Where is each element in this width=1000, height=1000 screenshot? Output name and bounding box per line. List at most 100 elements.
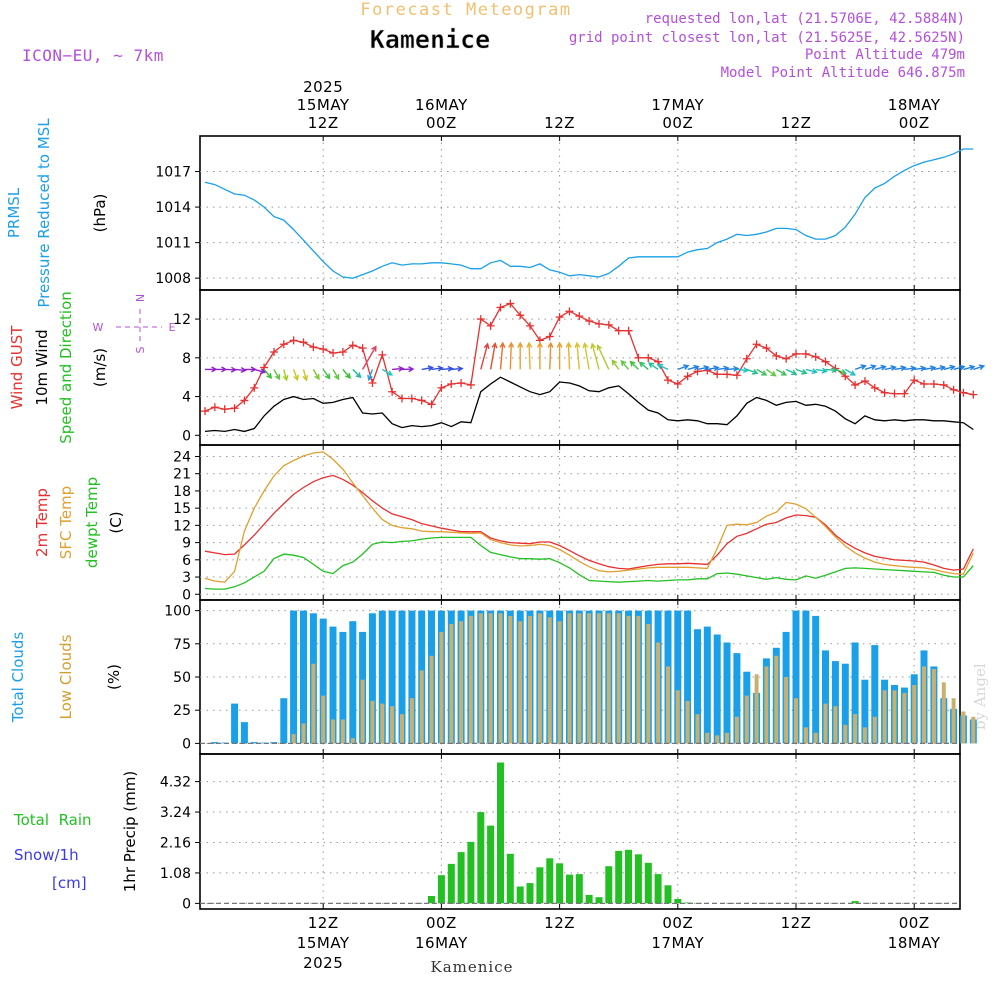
gust-marker [880,388,889,397]
gust-marker [476,315,485,324]
bar-clouds-1 [537,613,542,744]
bottom-time-label: 00Z [899,914,930,932]
gust-marker [358,344,367,353]
bar-clouds-1 [685,700,690,744]
wind-arrow [273,369,281,381]
bar-clouds-0 [851,642,859,744]
gust-marker [782,354,791,363]
bar-clouds-0 [822,650,829,744]
gust-marker [555,313,564,322]
y-tick-label: 6 [182,553,191,569]
wind-arrow [392,365,405,372]
y-tick-label: 75 [173,637,191,653]
bar-clouds-1 [882,690,887,744]
bar-clouds-1 [567,613,572,744]
wind-arrow [342,368,351,380]
wind-arrow [629,360,639,370]
gust-marker [644,353,653,362]
bar-clouds-0 [723,642,731,744]
bar-clouds-1 [321,695,326,744]
wind-arrow [756,368,768,376]
y-tick-label: 100 [164,604,191,620]
bar-precip-0 [634,854,642,904]
wind-arrow [312,369,320,381]
compass-west: W [93,321,104,334]
wind-arrow [582,341,590,370]
bottom-time-label: 00Z [662,914,693,932]
wind-arrow [508,341,515,370]
gust-marker [851,380,860,389]
bar-clouds-0 [871,645,879,744]
top-time-label: 17MAY [651,96,704,114]
bar-precip-0 [566,874,573,904]
bar-clouds-1 [291,734,296,744]
bar-clouds-1 [813,732,818,744]
point-altitude: Point Altitude 479m [805,47,965,63]
model-name: ICON−EU, ~ 7km [22,46,164,65]
wind-arrow [805,368,818,375]
top-time-label: 00Z [426,114,457,132]
bar-clouds-1 [912,685,917,744]
y-tick-label: 18 [173,484,191,500]
bar-clouds-0 [831,661,839,744]
bar-precip-0 [457,852,465,904]
bar-clouds-1 [528,615,532,744]
panel-label: 2m Temp [33,488,51,557]
wind-arrow [638,361,649,370]
top-time-label: 2025 [303,78,343,96]
panel-label: 10m Wind [33,329,51,405]
y-tick-label: 1.08 [160,866,191,882]
gust-marker [860,377,869,386]
bar-clouds-1 [833,706,838,744]
gust-marker [900,389,909,398]
gust-marker [289,336,298,345]
bar-precip-0 [477,812,485,904]
bar-clouds-1 [311,663,316,744]
bar-clouds-1 [331,719,335,744]
bar-clouds-1 [784,677,789,744]
bar-clouds-1 [597,613,601,744]
compass-east: E [169,321,176,334]
bar-clouds-1 [301,723,306,744]
model-altitude: Model Point Altitude 646.875m [721,65,965,81]
bar-clouds-1 [478,613,483,744]
bar-clouds-1 [626,615,631,744]
bar-clouds-0 [250,742,258,744]
bar-clouds-1 [922,666,926,744]
gust-marker [969,390,978,399]
bottom-time-label: 2025 [303,954,343,972]
y-tick-label: 4.32 [160,775,191,791]
gust-marker [713,370,722,379]
panel-label: Total Clouds [9,632,27,724]
bar-clouds-1 [646,623,651,744]
bar-clouds-0 [694,629,701,744]
bottom-time-label: 00Z [426,914,457,932]
bar-clouds-0 [388,610,396,744]
series-line-temperature-1 [204,451,974,583]
supertitle: Forecast Meteogram [360,0,571,20]
wind-arrow [451,365,464,372]
panel-label: Pressure Reduced to MSL [35,118,53,308]
bar-clouds-1 [636,615,641,744]
wind-arrow [536,341,543,370]
bar-clouds-1 [557,621,562,744]
wind-arrow [620,359,630,370]
wind-arrow [205,366,218,373]
panel-label: Wind GUST [8,325,26,410]
wind-arrow [864,364,877,371]
y-tick-label: 8 [182,351,191,367]
bar-clouds-1 [380,703,385,744]
bar-precip-0 [556,863,564,904]
bar-clouds-0 [211,742,219,744]
gust-marker [201,407,209,416]
top-time-label: 16MAY [415,96,468,114]
bar-clouds-0 [300,610,307,744]
wind-arrow [707,365,720,372]
wind-arrow [687,364,700,371]
bar-precip-0 [625,849,632,904]
wind-arrow [574,341,581,370]
y-tick-label: 1008 [155,271,191,287]
bar-clouds-0 [802,610,810,744]
panel-label: Low Clouds [57,634,75,719]
bar-precip-0 [487,825,495,904]
